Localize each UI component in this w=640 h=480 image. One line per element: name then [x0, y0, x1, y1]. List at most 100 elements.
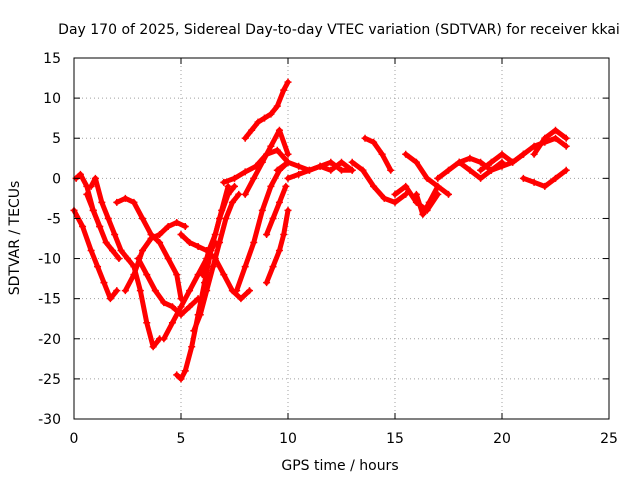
data-point-trail: [144, 320, 156, 350]
data-point-trail: [229, 191, 242, 205]
data-point-trail: [97, 223, 109, 246]
series-arc-4: [87, 174, 164, 351]
data-point-trail: [264, 264, 276, 286]
data-point-trail: [379, 151, 394, 173]
series-arc-29: [519, 166, 570, 190]
data-point-trail: [204, 264, 216, 294]
series-arc-30: [530, 126, 570, 158]
series-arc-5: [113, 194, 185, 303]
plot-frame: [73, 57, 610, 420]
data-point: [231, 182, 238, 190]
data-point-trail: [99, 199, 111, 221]
data-point-trail: [259, 183, 274, 213]
data-point-trail: [197, 288, 210, 318]
y-tick-label: 5: [52, 131, 61, 147]
series-arc-16: [241, 126, 292, 198]
data-point-trail: [150, 336, 163, 350]
data-point-trail: [553, 135, 569, 149]
data-point-trail: [426, 183, 441, 205]
series-arc-28: [477, 134, 570, 174]
series-arc-18: [263, 182, 290, 238]
x-tick-label: 15: [386, 431, 404, 447]
data-point-trail: [206, 231, 218, 254]
data-point-trail: [135, 256, 150, 278]
data-point-trail: [219, 183, 231, 213]
data-point-trail: [139, 215, 154, 237]
data-point: [402, 190, 410, 198]
y-tick-label: -5: [47, 211, 61, 227]
y-tick-label: 0: [52, 171, 61, 187]
data-point-trail: [553, 127, 569, 141]
y-tick-label: -10: [38, 252, 61, 268]
data-point-trail: [178, 288, 193, 310]
data-point-trail: [187, 296, 201, 310]
series-arc-17: [263, 206, 292, 287]
data-point-trail: [174, 272, 184, 302]
data-point: [284, 78, 292, 86]
series-arc-22: [361, 134, 395, 174]
data-point-trail: [259, 143, 274, 165]
data-point-trail: [270, 248, 282, 270]
data-point-trail: [276, 183, 289, 205]
series-arc-14: [220, 146, 292, 186]
y-tick-label: -20: [38, 332, 61, 348]
y-axis-ticks: -30 -25 -20 -15 -10 -5 0 5 10 15: [38, 51, 609, 428]
data-point: [113, 287, 121, 295]
data-point-trail: [251, 207, 265, 246]
data-point-trail: [403, 183, 419, 205]
data-point-trail: [191, 312, 203, 334]
series-arc-3: [83, 190, 123, 263]
data-point-trail: [270, 199, 282, 221]
data-point-trail: [274, 147, 291, 165]
data-point-trail: [112, 231, 124, 254]
data-point-trail: [281, 207, 291, 237]
data-point-trail: [101, 280, 113, 302]
x-tick-label: 0: [70, 431, 79, 447]
data-point-trail: [212, 207, 225, 237]
y-tick-label: -30: [38, 412, 61, 428]
series-arc-15: [241, 78, 292, 142]
data-point: [282, 182, 290, 190]
y-tick-label: -15: [38, 292, 61, 308]
grid-lines: [74, 58, 609, 419]
data-point-trail: [238, 288, 252, 302]
data-point-trail: [223, 199, 235, 221]
y-tick-label: -25: [38, 372, 61, 388]
x-tick-label: 25: [600, 431, 618, 447]
data-point-trail: [144, 272, 158, 294]
data-point-trail: [88, 248, 101, 270]
data-point-trail: [107, 288, 120, 302]
data-point: [235, 190, 243, 198]
data-point: [562, 142, 570, 150]
y-axis-label: SDTVAR / TECUs: [7, 181, 23, 296]
series-arc-12: [198, 182, 232, 279]
data-point-trail: [242, 240, 257, 270]
data-point-trail: [157, 240, 171, 262]
data-point-trail: [221, 272, 235, 294]
data-point-trail: [276, 127, 291, 157]
x-axis-label: GPS time / hours: [281, 458, 398, 474]
y-tick-label: 10: [43, 91, 61, 107]
data-point-trail: [161, 320, 175, 342]
data-point-trail: [360, 167, 377, 189]
data-point: [181, 222, 189, 230]
data-point-trail: [251, 159, 265, 181]
series-arc-6: [121, 218, 189, 295]
data-point: [284, 206, 292, 214]
data-point-trail: [264, 215, 276, 237]
data-point-trail: [182, 344, 195, 374]
data-point-trail: [92, 175, 105, 205]
data-point-trail: [84, 191, 96, 213]
data-point-trail: [90, 207, 103, 229]
series-arc-10: [177, 230, 253, 303]
data-point: [562, 166, 570, 174]
data-point: [387, 166, 395, 174]
data-points: [70, 78, 570, 383]
data-point-trail: [339, 159, 355, 173]
data-point: [434, 182, 442, 190]
data-point-trail: [371, 183, 387, 201]
data-point-trail: [131, 199, 145, 221]
series-arc-25: [412, 182, 442, 218]
data-point-trail: [80, 223, 94, 254]
